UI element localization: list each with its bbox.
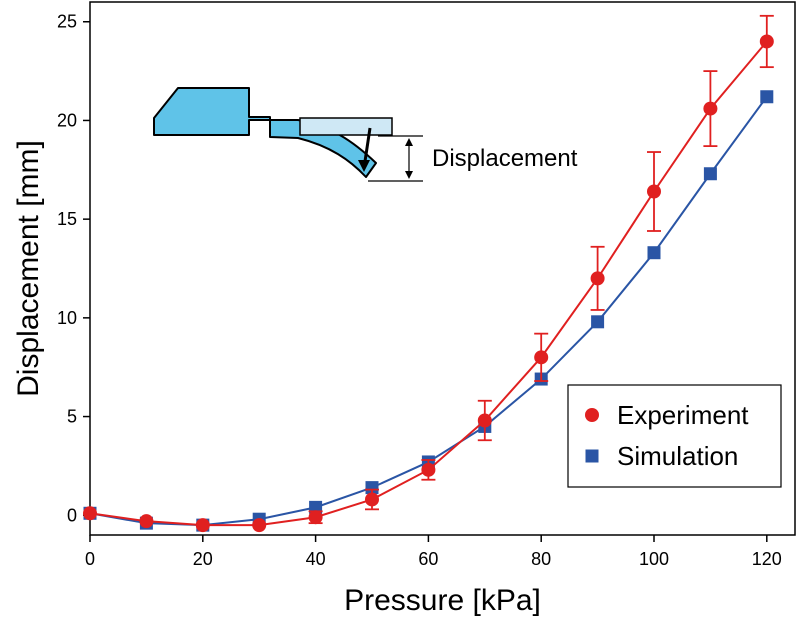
dimension-arrowhead-up [405,138,413,146]
data-point [195,518,210,533]
legend: Experiment Simulation [567,384,782,488]
x-axis-title: Pressure [kPa] [344,584,541,617]
inset-diagram: Displacement [153,87,578,182]
data-point [83,506,97,521]
data-point [703,101,718,116]
y-tick-label: 5 [67,407,77,427]
legend-label: Experiment [617,400,749,430]
series-experiment [83,14,774,533]
data-point [139,514,154,529]
deflection-arrowhead [358,160,370,172]
data-point [252,518,267,533]
y-tick-label: 10 [57,308,77,328]
data-point [477,413,492,428]
x-tick-label: 100 [639,549,669,569]
legend-marker [585,449,599,463]
x-tick-label: 60 [418,549,438,569]
plot-frame [89,1,796,536]
legend-box [567,384,782,488]
data-point [590,271,605,286]
data-point [760,90,774,104]
data-point [759,34,774,49]
dimension-arrowhead-down [405,171,413,179]
y-tick-label: 0 [67,505,77,525]
x-tick-label: 0 [85,549,95,569]
legend-marker [585,408,599,422]
inset-displacement-label: Displacement [432,145,578,172]
legend-label: Simulation [617,441,738,471]
x-tick-label: 40 [306,549,326,569]
x-tick-label: 120 [752,549,782,569]
data-point [591,315,605,329]
data-point [534,350,549,365]
data-point [703,167,717,181]
data-point [647,246,661,260]
y-axis-title: Displacement [mm] [12,140,45,397]
data-point [365,492,379,507]
data-point [421,462,436,477]
data-point [365,481,379,495]
data-point [647,184,661,199]
y-tick-label: 25 [57,12,77,32]
y-tick-label: 15 [57,209,77,229]
data-point [308,510,323,525]
y-tick-label: 20 [57,110,77,130]
x-tick-label: 20 [193,549,213,569]
x-tick-label: 80 [531,549,551,569]
actuator-rest-position [299,117,393,136]
